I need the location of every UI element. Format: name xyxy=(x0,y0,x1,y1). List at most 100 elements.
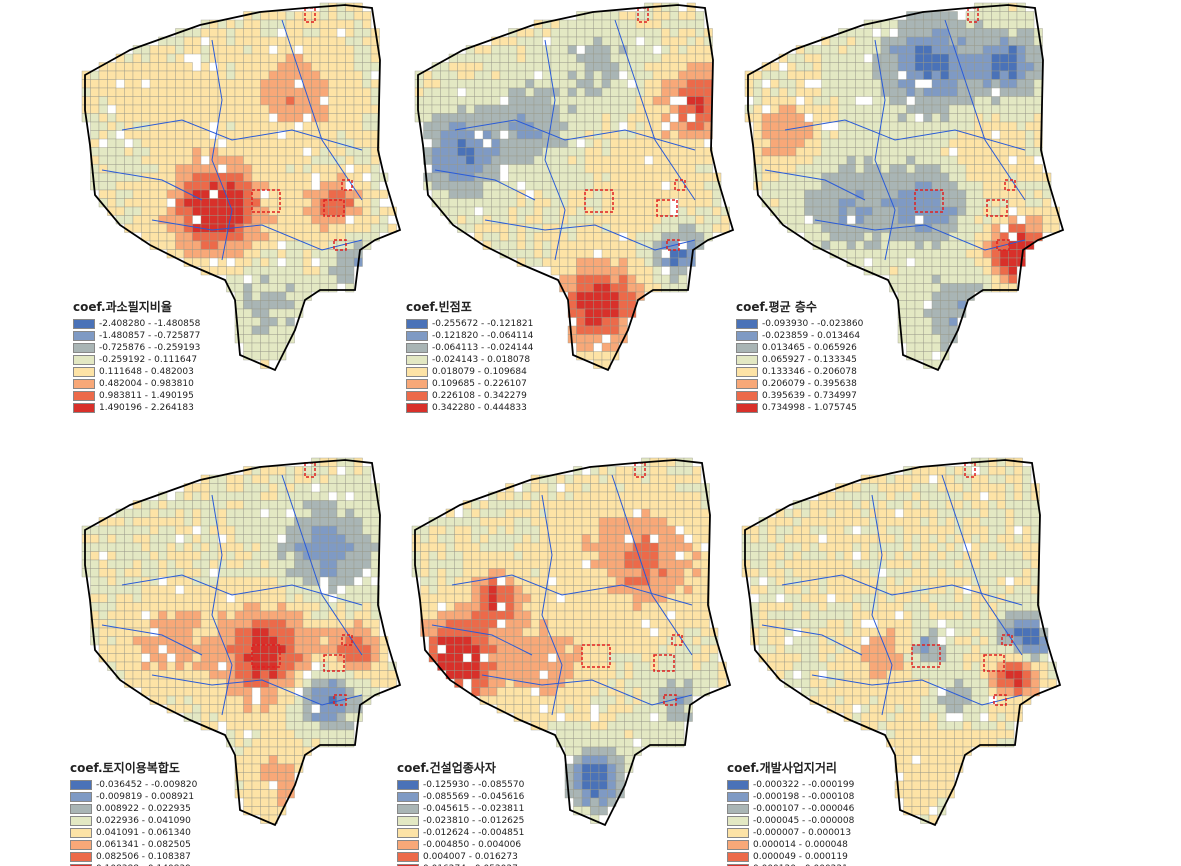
grid-cell xyxy=(243,542,253,552)
grid-cell xyxy=(897,257,907,267)
grid-cell xyxy=(581,525,591,535)
grid-cell xyxy=(234,96,244,106)
grid-cell xyxy=(615,559,625,569)
grid-cell xyxy=(652,121,662,131)
grid-cell xyxy=(260,704,270,714)
grid-cell xyxy=(1008,274,1018,284)
grid-cell xyxy=(991,70,1001,80)
grid-cell xyxy=(183,661,193,671)
grid-cell xyxy=(542,138,552,148)
grid-cell xyxy=(345,206,355,216)
grid-cell xyxy=(906,36,916,46)
grid-cell xyxy=(618,257,628,267)
grid-cell xyxy=(957,189,967,199)
legend-swatch xyxy=(736,367,758,377)
legend-label: -0.255672 - -0.121821 xyxy=(432,319,534,329)
grid-cell xyxy=(336,644,346,654)
grid-cell xyxy=(192,172,202,182)
grid-cell xyxy=(462,508,472,518)
grid-cell xyxy=(692,466,702,476)
grid-cell xyxy=(675,517,685,527)
grid-cell xyxy=(285,610,295,620)
grid-cell xyxy=(957,223,967,233)
grid-cell xyxy=(821,104,831,114)
grid-cell xyxy=(183,79,193,89)
grid-cell xyxy=(328,474,338,484)
grid-cell xyxy=(505,661,515,671)
grid-cell xyxy=(445,636,455,646)
grid-cell xyxy=(379,670,389,680)
grid-cell xyxy=(166,525,176,535)
grid-cell xyxy=(132,610,142,620)
grid-cell xyxy=(457,62,467,72)
grid-cell xyxy=(166,687,176,697)
grid-cell xyxy=(319,87,329,97)
grid-cell xyxy=(277,763,287,773)
grid-cell xyxy=(666,670,676,680)
grid-cell xyxy=(610,240,620,250)
grid-cell xyxy=(661,11,671,21)
grid-cell xyxy=(581,585,591,595)
grid-cell xyxy=(618,317,628,327)
grid-cell xyxy=(175,45,185,55)
grid-cell xyxy=(821,130,831,140)
grid-cell xyxy=(491,113,501,123)
grid-cell xyxy=(311,602,321,612)
grid-cell xyxy=(632,619,642,629)
grid-cell xyxy=(581,602,591,612)
grid-cell xyxy=(328,257,338,267)
grid-cell xyxy=(525,36,535,46)
grid-cell xyxy=(115,627,125,637)
grid-cell xyxy=(533,172,543,182)
grid-cell xyxy=(516,198,526,208)
grid-cell xyxy=(200,147,210,157)
grid-cell xyxy=(428,636,438,646)
legend-item: 0.109685 - 0.226107 xyxy=(406,378,533,390)
grid-cell xyxy=(550,45,560,55)
grid-cell xyxy=(508,130,518,140)
grid-cell xyxy=(158,147,168,157)
grid-cell xyxy=(98,189,108,199)
grid-cell xyxy=(200,130,210,140)
grid-cell xyxy=(209,36,219,46)
grid-cell xyxy=(217,206,227,216)
grid-cell xyxy=(686,87,696,97)
grid-cell xyxy=(217,593,227,603)
grid-cell xyxy=(124,87,134,97)
development-site-outline xyxy=(674,179,686,191)
grid-cell xyxy=(567,274,577,284)
grid-cell xyxy=(183,62,193,72)
grid-cell xyxy=(584,266,594,276)
grid-cell xyxy=(166,79,176,89)
grid-cell xyxy=(991,28,1001,38)
grid-cell xyxy=(855,257,865,267)
grid-cell xyxy=(124,517,134,527)
grid-cell xyxy=(379,661,389,671)
grid-cell xyxy=(471,670,481,680)
grid-cell xyxy=(567,189,577,199)
grid-cell xyxy=(829,70,839,80)
grid-cell xyxy=(353,627,363,637)
grid-cell xyxy=(593,317,603,327)
grid-cell xyxy=(149,500,159,510)
grid-cell xyxy=(260,653,270,663)
grid-cell xyxy=(632,593,642,603)
grid-cell xyxy=(175,121,185,131)
grid-cell xyxy=(294,483,304,493)
grid-cell xyxy=(770,155,780,165)
grid-cell xyxy=(525,70,535,80)
grid-cell xyxy=(795,164,805,174)
grid-cell xyxy=(345,534,355,544)
grid-cell xyxy=(804,53,814,63)
grid-cell xyxy=(370,198,380,208)
grid-cell xyxy=(559,181,569,191)
grid-cell xyxy=(709,644,719,654)
grid-cell xyxy=(513,653,523,663)
grid-cell xyxy=(166,500,176,510)
grid-cell xyxy=(615,653,625,663)
legend-label: 0.206079 - 0.395638 xyxy=(762,379,857,389)
river-line xyxy=(764,169,866,201)
grid-cell xyxy=(753,104,763,114)
grid-cell xyxy=(414,104,424,114)
legend-swatch xyxy=(70,792,92,802)
